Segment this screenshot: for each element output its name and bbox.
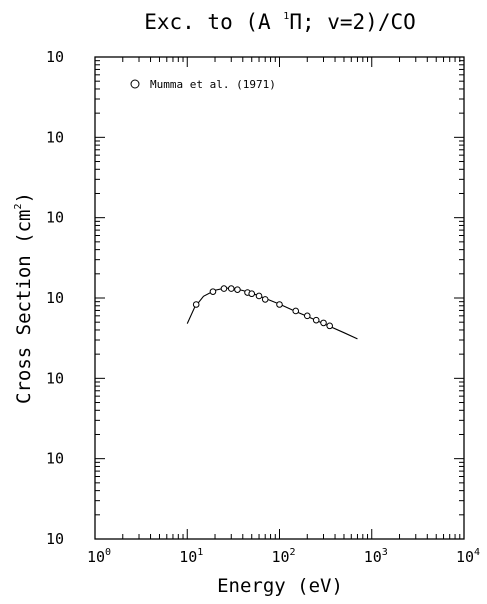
data-point-9 bbox=[276, 301, 283, 308]
y-tick-label-6: 10 bbox=[46, 48, 64, 66]
chart-title-post: Π; v=2)/CO bbox=[289, 10, 415, 34]
data-point-11 bbox=[303, 312, 311, 320]
x-tick-labels: 100 101 102 103 104 bbox=[87, 547, 480, 566]
y-tick-label-base-1: 10 bbox=[46, 450, 64, 468]
axis-ticks bbox=[95, 57, 464, 539]
x-tick-label-exp-3: 3 bbox=[382, 547, 388, 558]
data-point-6 bbox=[248, 290, 256, 298]
y-tick-label-base-2: 10 bbox=[46, 369, 64, 387]
y-tick-label-1: 10 bbox=[46, 450, 64, 468]
x-tick-label-exp-1: 1 bbox=[197, 547, 203, 558]
y-tick-label-base-3: 10 bbox=[46, 289, 64, 307]
data-point-3 bbox=[227, 285, 235, 292]
y-axis-label: Cross Section (cm2) bbox=[13, 192, 35, 404]
y-tick-label-base-6: 10 bbox=[46, 48, 64, 66]
x-axis-label: Energy (eV) bbox=[217, 575, 343, 597]
data-point-10 bbox=[292, 307, 300, 315]
x-tick-label-base-4: 10 bbox=[456, 548, 474, 566]
plot-frame bbox=[94, 56, 465, 540]
x-tick-label-base-1: 10 bbox=[179, 548, 197, 566]
x-tick-label-base-0: 10 bbox=[87, 548, 105, 566]
y-tick-label-0: 10 bbox=[46, 530, 64, 548]
data-point-12 bbox=[312, 316, 320, 324]
y-tick-label-base-0: 10 bbox=[46, 530, 64, 548]
x-tick-label-3: 103 bbox=[364, 547, 388, 566]
data-point-0 bbox=[192, 301, 200, 308]
x-tick-label-1: 101 bbox=[179, 547, 203, 566]
y-tick-label-3: 10 bbox=[46, 289, 64, 307]
data-point-2 bbox=[220, 285, 228, 292]
x-tick-label-base-3: 10 bbox=[364, 548, 382, 566]
y-tick-labels: 10-2010-1910-1810-1710-1610-1510-14 bbox=[46, 48, 64, 548]
x-tick-label-0: 100 bbox=[87, 547, 111, 566]
y-tick-label-base-5: 10 bbox=[46, 128, 64, 146]
chart-title-pre: Exc. to (A bbox=[144, 10, 283, 34]
legend-marker bbox=[130, 79, 140, 89]
data-point-4 bbox=[234, 286, 241, 293]
x-tick-label-exp-2: 2 bbox=[290, 547, 296, 558]
x-tick-label-4: 104 bbox=[456, 547, 480, 566]
y-axis-label-sup: 2 bbox=[13, 203, 24, 209]
data-point-7 bbox=[255, 292, 263, 300]
x-tick-label-2: 102 bbox=[271, 547, 295, 566]
y-axis-label-pre: Cross Section (cm bbox=[13, 210, 35, 404]
data-point-13 bbox=[320, 319, 327, 327]
y-tick-label-5: 10 bbox=[46, 128, 64, 146]
legend-label: Mumma et al. (1971) bbox=[150, 78, 276, 91]
chart-title-sup: 1 bbox=[283, 11, 289, 22]
x-tick-label-exp-0: 0 bbox=[105, 547, 111, 558]
data-marks bbox=[186, 285, 358, 340]
data-point-14 bbox=[326, 322, 333, 330]
series-1-curve bbox=[186, 287, 358, 340]
x-tick-label-base-2: 10 bbox=[271, 548, 289, 566]
y-axis-label-post: ) bbox=[13, 192, 35, 203]
legend: Mumma et al. (1971) bbox=[130, 78, 276, 91]
y-tick-label-4: 10 bbox=[46, 209, 64, 227]
y-tick-label-base-4: 10 bbox=[46, 209, 64, 227]
chart-title: Exc. to (A 1Π; v=2)/CO bbox=[144, 10, 416, 34]
x-tick-label-exp-4: 4 bbox=[474, 547, 480, 558]
data-point-8 bbox=[261, 296, 269, 303]
data-point-1 bbox=[209, 288, 217, 295]
y-tick-label-2: 10 bbox=[46, 369, 64, 387]
